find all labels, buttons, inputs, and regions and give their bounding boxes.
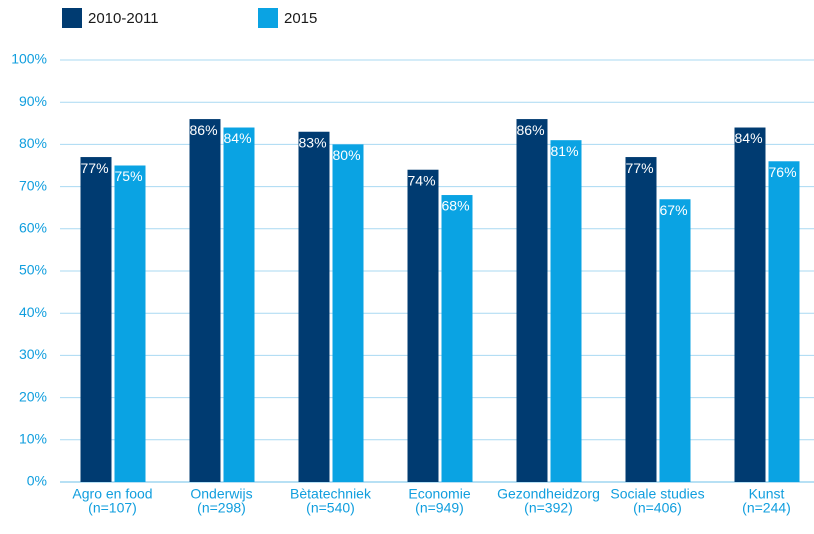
- bar: [407, 169, 439, 482]
- data-label: 68%: [442, 198, 470, 214]
- x-tick-label: Kunst: [749, 486, 785, 502]
- x-tick-label: Agro en food: [72, 486, 152, 502]
- bar: [441, 195, 473, 483]
- bar: [332, 144, 364, 482]
- x-tick-label: (n=392): [524, 500, 573, 516]
- bar: [298, 131, 330, 483]
- y-tick-label: 50%: [19, 262, 47, 278]
- x-tick-label: Economie: [408, 486, 470, 502]
- data-label: 84%: [735, 130, 763, 146]
- y-tick-label: 30%: [19, 346, 47, 362]
- data-label: 67%: [660, 202, 688, 218]
- data-label: 86%: [190, 122, 218, 138]
- x-tick-label: (n=107): [88, 500, 137, 516]
- data-label: 81%: [551, 143, 579, 159]
- bar: [734, 127, 766, 483]
- x-tick-label: Gezondheidzorg: [497, 486, 600, 502]
- legend-label: 2010-2011: [88, 10, 159, 27]
- legend-swatch: [258, 8, 278, 28]
- legend-label: 2015: [284, 10, 317, 27]
- x-tick-label: Bètatechniek: [290, 486, 372, 502]
- y-tick-label: 90%: [19, 93, 47, 109]
- bar: [550, 140, 582, 482]
- x-tick-label: (n=540): [306, 500, 355, 516]
- y-tick-label: 100%: [11, 51, 47, 67]
- bar: [768, 161, 800, 482]
- legend-swatch: [62, 8, 82, 28]
- data-label: 77%: [626, 160, 654, 176]
- bar: [223, 127, 255, 483]
- y-tick-label: 20%: [19, 388, 47, 404]
- bar: [516, 119, 548, 482]
- data-label: 77%: [81, 160, 109, 176]
- y-tick-label: 70%: [19, 177, 47, 193]
- y-tick-label: 80%: [19, 135, 47, 151]
- data-label: 76%: [769, 164, 797, 180]
- data-label: 75%: [115, 168, 143, 184]
- bar: [80, 157, 112, 482]
- data-label: 84%: [224, 130, 252, 146]
- data-label: 74%: [408, 172, 436, 188]
- bar: [659, 199, 691, 482]
- x-tick-label: (n=298): [197, 500, 246, 516]
- data-label: 80%: [333, 147, 361, 163]
- x-tick-label: (n=244): [742, 500, 791, 516]
- y-tick-label: 10%: [19, 431, 47, 447]
- data-label: 86%: [517, 122, 545, 138]
- bar: [114, 165, 146, 482]
- y-tick-label: 0%: [27, 473, 47, 489]
- x-tick-label: Sociale studies: [610, 486, 704, 502]
- x-tick-label: (n=949): [415, 500, 464, 516]
- x-tick-label: Onderwijs: [190, 486, 252, 502]
- y-tick-label: 40%: [19, 304, 47, 320]
- x-tick-label: (n=406): [633, 500, 682, 516]
- data-label: 83%: [299, 134, 327, 150]
- bar: [189, 119, 221, 482]
- bar: [625, 157, 657, 482]
- y-tick-label: 60%: [19, 220, 47, 236]
